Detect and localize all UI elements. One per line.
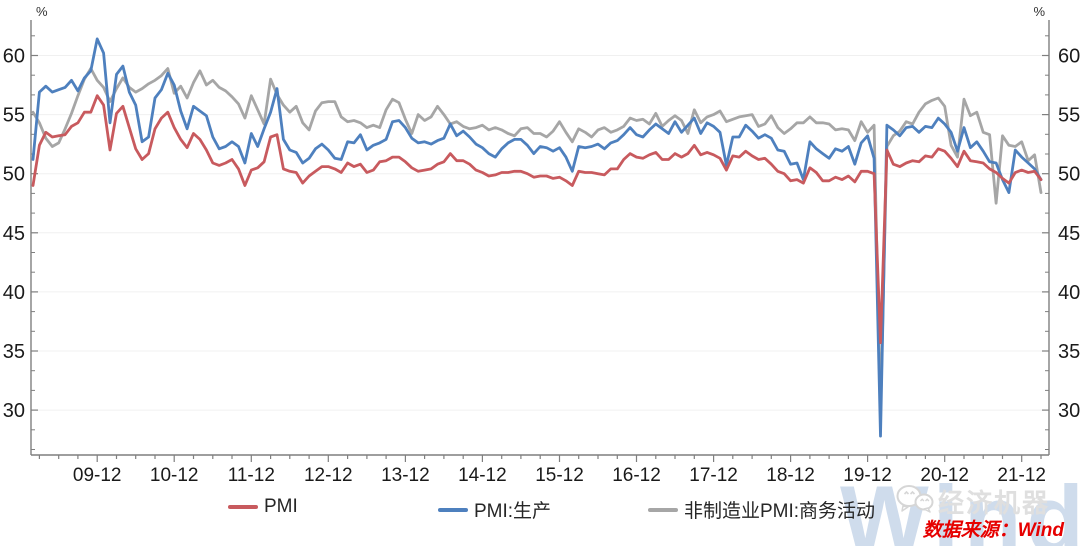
svg-text:40: 40	[3, 282, 25, 304]
svg-text:35: 35	[3, 341, 25, 363]
x-tick-label: 20-12	[920, 465, 969, 486]
wind-watermark: Wind	[840, 466, 1080, 546]
x-tick-label: 11-12	[228, 465, 275, 486]
data-source-label: 数据来源：Wind	[922, 520, 1064, 541]
x-tick-label: 17-12	[689, 465, 738, 486]
x-tick-label: 10-12	[150, 465, 199, 486]
svg-text:45: 45	[1058, 223, 1080, 245]
x-tick-label: 21-12	[997, 465, 1046, 486]
x-tick-label: 13-12	[381, 465, 430, 486]
svg-text:60: 60	[3, 46, 25, 68]
legend-swatch-pmi-production	[438, 507, 468, 512]
legend-swatch-pmi	[228, 505, 258, 509]
wechat-icon	[894, 484, 936, 521]
x-tick-label: 16-12	[612, 465, 661, 486]
legend-item-pmi: PMI	[228, 496, 298, 518]
x-tick-label: 18-12	[766, 465, 815, 486]
x-tick-label: 19-12	[843, 465, 892, 486]
legend-label-pmi: PMI	[264, 496, 298, 517]
svg-text:45: 45	[3, 223, 25, 245]
x-tick-label: 12-12	[304, 465, 353, 486]
legend-item-nonmfg: 非制造业PMI:商务活动	[648, 496, 875, 523]
svg-text:30: 30	[1058, 400, 1080, 422]
svg-text:60: 60	[1058, 46, 1080, 68]
series-line-1	[31, 37, 1043, 438]
y-axis-unit-left: %	[36, 4, 48, 19]
x-tick-label: 09-12	[73, 465, 122, 486]
series-line-0	[31, 94, 1043, 345]
svg-text:30: 30	[3, 400, 25, 422]
svg-text:55: 55	[1058, 105, 1080, 127]
legend-item-pmi-production: PMI:生产	[438, 496, 551, 523]
svg-text:40: 40	[1058, 282, 1080, 304]
series-line-2	[31, 67, 1043, 417]
x-tick-label: 14-12	[458, 465, 507, 486]
y-axis-unit-right: %	[1033, 4, 1045, 19]
svg-text:50: 50	[3, 164, 25, 186]
legend-swatch-nonmfg	[648, 507, 678, 512]
svg-text:35: 35	[1058, 341, 1080, 363]
brand-watermark: 经济机器	[938, 488, 1051, 518]
legend-label-nonmfg: 非制造业PMI:商务活动	[684, 501, 876, 522]
legend-label-pmi-production: PMI:生产	[474, 501, 552, 522]
svg-text:50: 50	[1058, 164, 1080, 186]
svg-text:55: 55	[3, 105, 25, 127]
x-tick-label: 15-12	[535, 465, 584, 486]
